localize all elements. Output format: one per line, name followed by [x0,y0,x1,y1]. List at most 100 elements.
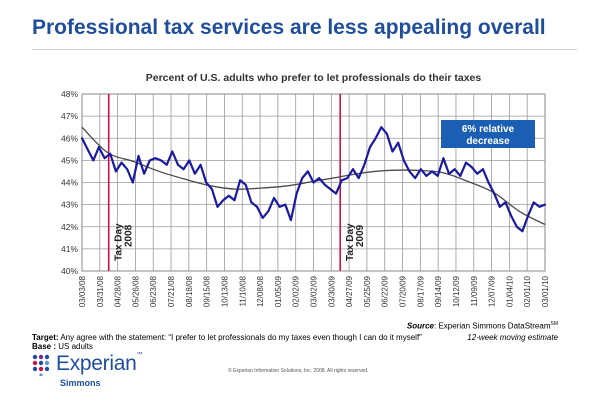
y-tick-label: 48% [61,89,78,99]
data-point [86,148,89,151]
data-point [397,141,400,144]
x-tick-label: 08/18/08 [185,275,194,307]
logo-name: Experian [56,352,137,375]
data-point [515,225,518,228]
logo-wordmark: Experian™ [56,352,142,376]
base-label: Base : [32,342,57,351]
data-point [425,174,428,177]
tax-day-label: Tax Day [345,223,356,261]
copyright-notice: © Experian Information Solutions, Inc. 2… [228,368,369,374]
data-point [346,177,349,179]
data-point [380,126,383,129]
source-superscript: SM [550,321,559,327]
x-tick-label: 04/28/08 [114,275,123,307]
y-tick-label: 45% [61,155,78,165]
data-point [137,155,140,157]
base-text: US adults [56,342,93,351]
data-point [126,168,129,171]
data-point [290,219,292,222]
data-point [261,217,264,219]
data-point [510,214,513,217]
x-tick-label: 09/14/09 [434,275,443,307]
data-point [165,163,168,166]
data-point [498,205,501,208]
data-point [273,197,275,199]
data-point [504,201,507,204]
target-label: Target: [32,333,59,342]
data-point [459,174,462,177]
x-tick-label: 06/22/09 [381,275,390,307]
data-point [453,168,456,171]
data-point [222,199,225,202]
experian-simmons-logo: Experian™ Simmons [30,352,170,396]
source-label: Source [406,321,434,331]
x-tick-label: 06/23/08 [149,275,158,307]
x-tick-label: 10/13/08 [220,275,229,307]
y-tick-label: 44% [61,178,78,188]
data-point [436,174,439,177]
data-point [357,177,360,179]
data-point [143,172,146,175]
data-point [98,146,100,149]
data-point [318,177,321,179]
line-chart: Percent of U.S. adults who prefer to let… [61,72,550,307]
data-point [442,157,445,160]
data-point [114,170,117,173]
data-point [295,192,298,195]
data-point [402,159,405,162]
y-tick-label: 43% [61,200,78,210]
data-point [340,179,343,182]
x-tick-label: 12/08/08 [256,275,265,307]
x-tick-label: 12/07/09 [488,275,497,307]
data-point [465,161,467,164]
slide-title: Professional tax services are less appea… [32,16,546,39]
callout-box [441,120,535,148]
x-tick-label: 04/27/09 [345,275,354,307]
x-tick-label: 11/09/09 [470,275,479,306]
data-point [177,163,179,166]
tax-day-label: Tax Day [114,223,125,261]
data-point [527,214,529,217]
chart-title: Percent of U.S. adults who prefer to let… [146,72,482,84]
x-tick-label: 03/01/10 [541,275,550,307]
x-tick-label: 05/26/08 [131,275,140,307]
data-point [171,150,174,153]
data-point [160,159,162,162]
y-tick-label: 47% [61,111,78,121]
data-point [312,181,315,184]
data-point [470,166,473,168]
logo-trademark: ™ [136,352,143,358]
data-point [414,177,417,179]
data-point [532,201,535,204]
data-point [154,157,157,160]
experian-dots-icon [32,354,50,376]
data-point [369,146,371,149]
target-text: Any agree with the statement: “I prefer … [58,333,422,342]
data-point [386,132,388,135]
data-point [487,181,490,184]
moving-estimate-note: 12-week moving estimate [467,333,558,342]
data-point [188,159,191,162]
x-tick-label: 07/20/09 [399,275,408,307]
data-point [227,194,230,197]
data-point [408,170,411,173]
data-point [233,199,236,202]
data-point [476,172,479,175]
data-point [256,205,258,208]
source-text: : Experian Simmons DataStream [434,321,551,331]
x-tick-label: 03/30/09 [327,275,336,307]
data-point [148,159,151,162]
x-tick-label: 09/15/08 [203,275,212,307]
x-tick-label: 03/03/08 [78,275,87,307]
x-tick-label: 11/10/08 [238,275,247,306]
logo-subtitle: Simmons [60,378,101,388]
data-point [244,183,247,186]
data-point [306,170,309,173]
y-tick-label: 40% [61,266,78,276]
x-tick-label: 02/02/09 [292,275,301,307]
data-point [352,168,354,171]
x-tick-label: 10/12/09 [452,275,461,307]
callout-text-line2: decrease [466,136,510,147]
data-point [284,203,287,206]
data-point [448,172,450,175]
